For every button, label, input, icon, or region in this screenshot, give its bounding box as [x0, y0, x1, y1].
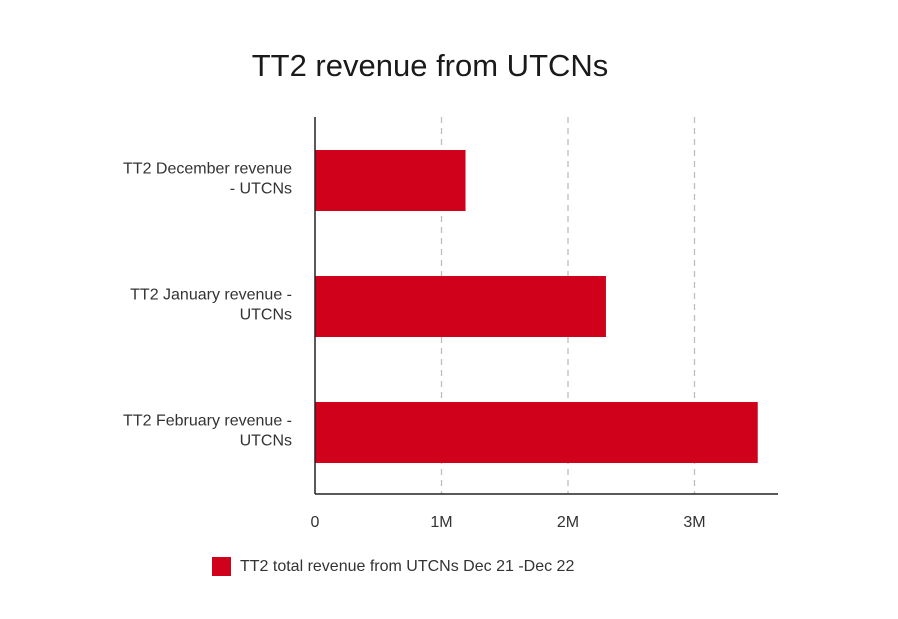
- x-tick-label: 1M: [430, 514, 452, 531]
- category-label: TT2 January revenue -UTCNs: [130, 287, 292, 324]
- bar: [315, 402, 758, 463]
- legend: TT2 total revenue from UTCNs Dec 21 -Dec…: [212, 557, 574, 576]
- x-tick-label: 3M: [683, 514, 705, 531]
- bar: [315, 276, 606, 337]
- bar: [315, 150, 466, 211]
- legend-label: TT2 total revenue from UTCNs Dec 21 -Dec…: [240, 557, 575, 575]
- category-label: TT2 February revenue -UTCNs: [123, 413, 292, 450]
- tick-labels: 0 1M 2M 3M: [311, 514, 706, 531]
- legend-swatch: [212, 557, 231, 576]
- x-tick-label: 0: [311, 514, 320, 531]
- category-label: TT2 December revenue - UTCNs: [123, 161, 292, 198]
- chart-title: TT2 revenue from UTCNs: [251, 48, 609, 83]
- bars: [315, 150, 758, 463]
- x-tick-label: 2M: [557, 514, 579, 531]
- category-labels: TT2 December revenue - UTCNs TT2 January r…: [123, 161, 292, 450]
- axes: [314, 117, 778, 495]
